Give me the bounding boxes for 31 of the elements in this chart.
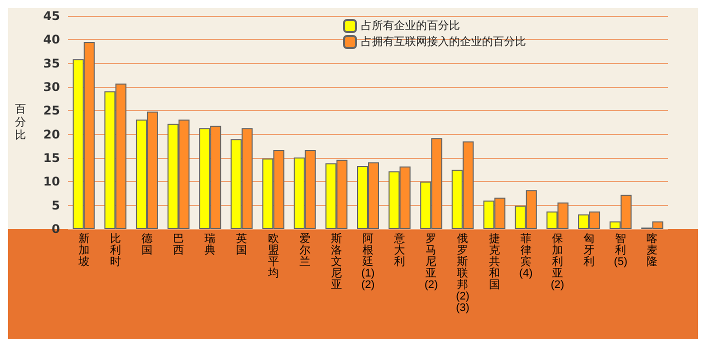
x-tick-label: 智利(5): [614, 232, 628, 268]
y-tick-label: 25: [43, 104, 60, 118]
x-tick-label: 保加利亚(2): [550, 232, 564, 291]
x-tick-label: 爱尔兰: [299, 232, 310, 268]
x-tick-label: 俄罗斯联邦(2)(3): [456, 232, 470, 314]
x-tick-label: 瑞典: [204, 232, 216, 256]
legend-label: 占拥有互联网接入的企业的百分比: [361, 35, 526, 48]
x-tick-label: 意大利: [393, 232, 406, 268]
y-tick-label: 20: [43, 127, 60, 142]
x-tick-label: 匈牙利: [584, 232, 595, 268]
x-tick-label: 新加坡: [77, 232, 90, 268]
y-tick-label: 35: [43, 56, 60, 70]
x-tick-label: 菲律宾(4): [519, 232, 533, 280]
y-tick-label: 5: [52, 198, 60, 212]
x-tick-label: 捷克共和国: [488, 232, 500, 291]
x-tick-label: 比利时: [110, 232, 121, 268]
x-tick-label: 阿根廷(1)(2): [361, 232, 375, 291]
x-tick-label: 英国: [236, 232, 248, 256]
x-tick-label: 德国: [141, 232, 152, 256]
y-tick-label: 40: [43, 32, 60, 47]
y-tick-label: 45: [43, 9, 60, 23]
x-tick-label: 巴西: [173, 232, 184, 256]
x-tick-label: 喀麦隆: [646, 232, 658, 268]
y-tick-label: 15: [43, 151, 60, 165]
y-tick-label: 30: [43, 80, 60, 94]
legend-label: 占所有企业的百分比: [361, 19, 460, 32]
x-tick-label: 斯洛文尼亚: [330, 232, 342, 291]
y-axis-title: 百分比: [15, 104, 26, 142]
x-tick-label: 罗马尼亚(2): [424, 232, 438, 291]
x-tick-label: 欧盟平均: [266, 232, 279, 280]
y-tick-label: 10: [43, 174, 60, 189]
